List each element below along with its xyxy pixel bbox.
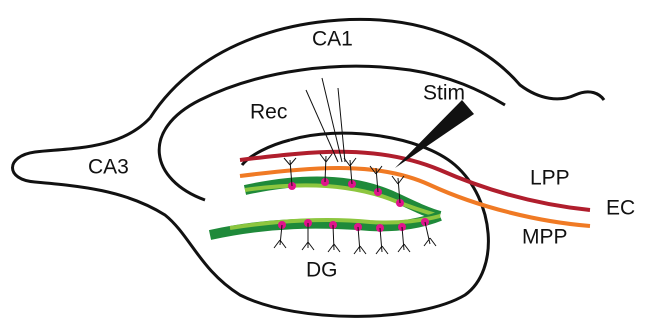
ca3-label: CA3: [88, 156, 129, 179]
mpp-label: MPP: [522, 226, 568, 249]
rec-electrode: [306, 78, 345, 162]
dg-label: DG: [306, 259, 338, 282]
hippocampus-diagram: CA1 CA3 Rec Stim LPP EC MPP DG: [0, 0, 656, 328]
rec-label: Rec: [250, 101, 287, 124]
outer-contour: [150, 19, 604, 118]
lpp-label: LPP: [530, 167, 570, 190]
dg-inner: [242, 140, 290, 165]
ec-label: EC: [606, 197, 635, 220]
ca1-label: CA1: [312, 28, 353, 51]
stim-label: Stim: [423, 82, 465, 105]
stim-electrode: [395, 100, 474, 168]
